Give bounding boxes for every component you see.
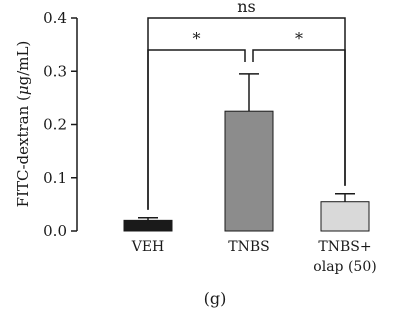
category-label: TNBS+ bbox=[318, 239, 371, 255]
significance-brackets: ns * * bbox=[147, 0, 346, 210]
significance-label: * bbox=[193, 29, 201, 48]
y-title-mu: μ bbox=[14, 85, 32, 95]
bar bbox=[224, 110, 274, 232]
category-labels: VEH TNBS TNBS+ olap (50) bbox=[131, 239, 377, 275]
category-label: TNBS bbox=[228, 239, 269, 255]
significance-label: ns bbox=[237, 0, 256, 16]
panel-label: (g) bbox=[204, 289, 227, 308]
y-tick-label: 0.3 bbox=[43, 62, 67, 80]
bar bbox=[320, 201, 370, 232]
y-ticks: 0.0 0.1 0.2 0.3 0.4 bbox=[43, 9, 77, 240]
y-title-part-3: g/mL) bbox=[14, 41, 32, 86]
y-tick-label: 0.0 bbox=[43, 222, 67, 240]
category-label: olap (50) bbox=[313, 259, 376, 275]
significance-bracket bbox=[252, 49, 346, 186]
significance-bracket bbox=[147, 49, 246, 210]
category-label: VEH bbox=[131, 239, 165, 255]
y-axis-title: FITC-dextran (μg/mL) bbox=[14, 41, 32, 208]
y-tick-label: 0.1 bbox=[43, 169, 67, 187]
significance-label: * bbox=[295, 29, 303, 48]
error-bars bbox=[138, 73, 355, 221]
y-tick-label: 0.4 bbox=[43, 9, 67, 27]
bars bbox=[123, 110, 370, 232]
bar bbox=[123, 219, 173, 232]
y-tick-label: 0.2 bbox=[43, 116, 67, 134]
y-title-part-1: FITC-dextran ( bbox=[14, 95, 32, 207]
